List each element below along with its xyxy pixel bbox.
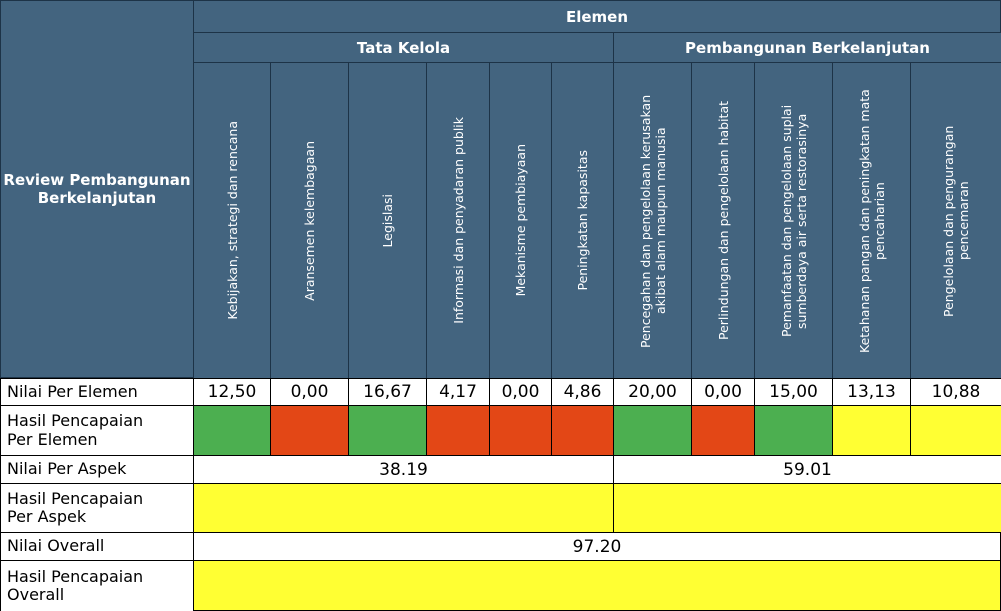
element-result xyxy=(551,405,614,456)
element-header: Ketahanan pangan dan peningkatan mata pe… xyxy=(832,62,911,379)
row-label: Nilai Overall xyxy=(0,532,194,561)
element-value-text: 10,88 xyxy=(931,382,981,402)
element-result xyxy=(754,405,833,456)
row-label-text: Hasil Pencapaian Per Elemen xyxy=(7,411,144,449)
element-header-text: Ketahanan pangan dan peningkatan mata pe… xyxy=(856,88,887,353)
element-value-text: 0,00 xyxy=(290,382,329,402)
element-header: Kebijakan, strategi dan rencana xyxy=(193,62,271,379)
element-value: 20,00 xyxy=(613,378,692,406)
element-value-text: 0,00 xyxy=(704,382,742,402)
element-header: Perlindungan dan pengelolaan habitat xyxy=(691,62,755,379)
row-label-text: Nilai Per Aspek xyxy=(7,459,127,479)
element-header-text: Peningkatan kapasitas xyxy=(575,150,590,291)
aspect-result xyxy=(193,483,614,533)
row-label: Hasil Pencapaian Per Elemen xyxy=(0,405,194,456)
element-header: Informasi dan penyadaran publik xyxy=(426,62,490,379)
element-header-text: Mekanisme pembiayaan xyxy=(513,144,528,297)
aspect-header-text: Tata Kelola xyxy=(356,38,451,57)
aspect-header: Tata Kelola xyxy=(193,32,614,63)
element-value: 4,86 xyxy=(551,378,614,406)
element-header-text: Kebijakan, strategi dan rencana xyxy=(224,121,240,320)
row-label-text: Nilai Per Elemen xyxy=(7,381,138,401)
element-header: Legislasi xyxy=(348,62,427,379)
element-header-text: Pengelolaan dan pengurangan pencemaran xyxy=(941,124,971,317)
element-value: 12,50 xyxy=(193,378,271,406)
element-result xyxy=(489,405,552,456)
element-value: 4,17 xyxy=(426,378,490,406)
element-header: Pemanfaatan dan pengelolaan suplai sumbe… xyxy=(754,62,833,379)
element-header-text: Pencegahan dan pengelolaan kerusakan aki… xyxy=(637,93,668,348)
element-result xyxy=(270,405,349,456)
corner-header-text: Review Pembangunan Berkelanjutan xyxy=(3,171,191,207)
row-label: Nilai Per Aspek xyxy=(0,455,194,484)
element-result xyxy=(426,405,490,456)
group-header: Elemen xyxy=(193,0,1001,33)
aspect-header-text: Pembangunan Berkelanjutan xyxy=(685,38,930,57)
element-header: Pencegahan dan pengelolaan kerusakan aki… xyxy=(613,62,692,379)
element-value: 0,00 xyxy=(270,378,349,406)
element-value-text: 4,17 xyxy=(439,382,477,402)
group-header-text: Elemen xyxy=(565,7,629,26)
element-value-text: 20,00 xyxy=(628,382,677,402)
element-header: Aransemen kelembagaan xyxy=(270,62,349,379)
element-header-text: Informasi dan penyadaran publik xyxy=(450,117,466,324)
element-header-text: Legislasi xyxy=(380,193,395,248)
aspect-value-text: 59.01 xyxy=(783,459,832,480)
aspect-value: 59.01 xyxy=(613,455,1001,484)
element-value-text: 15,00 xyxy=(769,382,818,402)
element-result xyxy=(613,405,692,456)
element-value-text: 12,50 xyxy=(207,382,257,402)
element-header: Pengelolaan dan pengurangan pencemaran xyxy=(910,62,1001,379)
element-result xyxy=(193,405,271,456)
element-header: Mekanisme pembiayaan xyxy=(489,62,552,379)
element-value: 15,00 xyxy=(754,378,833,406)
element-value: 16,67 xyxy=(348,378,427,406)
row-label-text: Hasil Pencapaian Overall xyxy=(7,566,144,604)
element-header-text: Perlindungan dan pengelolaan habitat xyxy=(715,101,731,340)
element-value-text: 4,86 xyxy=(563,382,602,402)
element-value: 13,13 xyxy=(832,378,911,406)
overall-value-text: 97.20 xyxy=(572,536,622,557)
element-result xyxy=(691,405,755,456)
aspect-result xyxy=(613,483,1001,533)
aspect-header: Pembangunan Berkelanjutan xyxy=(613,32,1001,63)
row-label: Hasil Pencapaian Per Aspek xyxy=(0,483,194,533)
element-value: 0,00 xyxy=(691,378,755,406)
element-value-text: 0,00 xyxy=(501,382,540,402)
element-result xyxy=(832,405,911,456)
element-result xyxy=(910,405,1001,456)
row-label-text: Nilai Overall xyxy=(7,536,105,556)
element-header: Peningkatan kapasitas xyxy=(551,62,614,379)
element-value-text: 16,67 xyxy=(363,382,412,402)
overall-result xyxy=(193,560,1001,611)
element-value: 0,00 xyxy=(489,378,552,406)
element-header-text: Pemanfaatan dan pengelolaan suplai sumbe… xyxy=(778,104,809,337)
element-result xyxy=(348,405,427,456)
row-label: Hasil Pencapaian Overall xyxy=(0,560,194,611)
corner-header: Review Pembangunan Berkelanjutan xyxy=(0,0,194,378)
aspect-value-text: 38.19 xyxy=(379,459,428,480)
element-header-text: Aransemen kelembagaan xyxy=(302,140,317,301)
row-label-text: Hasil Pencapaian Per Aspek xyxy=(7,488,144,526)
row-label: Nilai Per Elemen xyxy=(0,378,194,406)
overall-value: 97.20 xyxy=(193,532,1001,561)
aspect-value: 38.19 xyxy=(193,455,614,484)
element-value-text: 13,13 xyxy=(847,382,896,402)
element-value: 10,88 xyxy=(910,378,1001,406)
